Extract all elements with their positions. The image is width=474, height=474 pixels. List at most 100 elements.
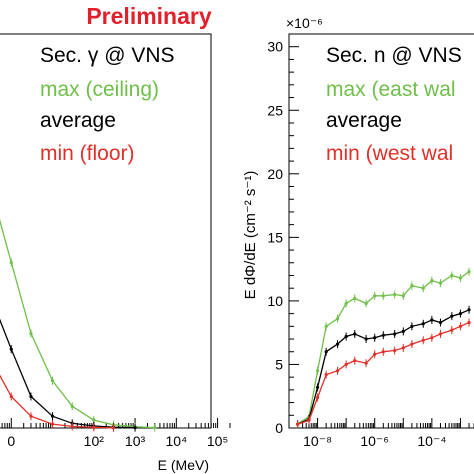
right-data-point: [467, 320, 471, 325]
neutron-spectrum-panel: 0 5 10 15 20 25 30 10⁻⁸ 10⁻⁶ 10⁻⁴ ×10⁻⁶ E dΦ/dE …: [242, 15, 474, 449]
right-data-point: [373, 352, 377, 356]
right-data-point: [344, 334, 348, 339]
left-series: [0, 218, 157, 432]
right-data-point: [364, 337, 368, 341]
right-data-point: [296, 422, 300, 426]
preliminary-banner: Preliminary: [86, 3, 211, 29]
left-series-line-average: [0, 318, 136, 429]
right-y-tick-label: 10: [267, 293, 283, 309]
right-data-point: [364, 301, 368, 306]
left-data-point: [111, 426, 116, 430]
left-data-point: [92, 425, 96, 430]
right-data-point: [438, 320, 443, 325]
left-legend-min: min (floor): [40, 142, 135, 165]
right-data-point: [335, 342, 340, 346]
right-x-ticks: 10⁻⁸ 10⁻⁶ 10⁻⁴: [288, 418, 474, 449]
right-data-point: [458, 324, 463, 328]
right-data-point: [335, 369, 340, 373]
right-data-point: [458, 312, 463, 316]
right-data-point: [307, 418, 311, 422]
right-data-point: [344, 362, 348, 367]
left-x-ticks: 0 10² 10³ 10⁴ 10⁵: [1, 418, 231, 449]
left-data-point: [133, 426, 137, 430]
right-data-point: [324, 350, 328, 354]
left-series-line-max: [0, 218, 155, 429]
right-data-point: [381, 350, 385, 354]
right-x-tick-label: 10⁻⁶: [360, 433, 389, 449]
right-x-tick-label: 10⁻⁴: [417, 433, 446, 449]
y-multiplier-label: ×10⁻⁶: [286, 15, 323, 31]
right-data-point: [393, 332, 397, 336]
right-series-line-average: [297, 309, 470, 425]
right-data-point: [335, 317, 340, 321]
left-data-point: [9, 394, 13, 399]
right-data-point: [430, 278, 434, 283]
right-data-point: [421, 338, 425, 342]
right-data-point: [430, 336, 434, 340]
left-data-point: [9, 260, 13, 265]
right-data-point: [450, 273, 454, 278]
right-data-point: [353, 296, 357, 300]
left-data-point: [9, 347, 13, 351]
right-legend-average: average: [326, 109, 402, 132]
right-x-tick-label: 10⁻⁸: [303, 433, 332, 449]
right-data-point: [315, 385, 320, 389]
right-data-point: [401, 294, 405, 298]
right-y-tick-label: 15: [267, 229, 283, 245]
left-x-tick-label: 10³: [125, 433, 146, 449]
right-plot-frame: [288, 33, 474, 429]
right-data-point: [458, 276, 463, 280]
left-x-axis-label: E (MeV): [158, 457, 209, 473]
left-x-tick-label: 10²: [84, 433, 105, 449]
right-legend-title: Sec. n @ VNS: [326, 44, 462, 67]
right-data-point: [344, 301, 348, 306]
right-data-point: [450, 314, 454, 318]
right-data-point: [421, 286, 425, 290]
left-data-point: [50, 422, 55, 426]
right-data-point: [467, 270, 471, 274]
right-data-point: [401, 329, 405, 334]
right-data-point: [410, 342, 414, 346]
left-data-point: [29, 394, 33, 399]
right-data-point: [438, 332, 443, 336]
right-data-point: [353, 359, 357, 363]
left-data-point: [70, 424, 74, 429]
right-legend: Sec. n @ VNS max (east wal average min (…: [326, 44, 462, 165]
right-data-point: [450, 328, 454, 332]
right-data-point: [438, 281, 443, 285]
right-y-tick-label: 30: [267, 39, 283, 55]
left-data-point: [29, 414, 33, 418]
right-data-point: [430, 318, 434, 322]
right-y-ticks: 0 5 10 15 20 25 30: [267, 33, 299, 436]
right-data-point: [353, 332, 357, 336]
right-data-point: [324, 373, 328, 377]
right-data-point: [381, 333, 385, 337]
right-data-point: [401, 346, 405, 350]
right-data-point: [410, 284, 414, 288]
left-data-point: [29, 331, 33, 336]
right-data-point: [393, 348, 397, 353]
right-data-point: [393, 292, 397, 297]
right-data-point: [381, 294, 385, 298]
right-y-tick-label: 0: [275, 420, 283, 436]
right-y-tick-label: 20: [267, 166, 283, 182]
left-data-point: [70, 404, 74, 408]
left-x-tick-label: 0: [7, 433, 15, 449]
left-legend-max: max (ceiling): [40, 78, 159, 101]
right-legend-min: min (west wal: [326, 142, 453, 165]
right-y-axis-label: E dΦ/dE (cm⁻² s⁻¹): [242, 171, 259, 300]
left-data-point: [50, 414, 55, 418]
right-y-tick-label: 5: [275, 356, 283, 372]
left-data-point: [92, 418, 96, 422]
left-legend-average: average: [40, 109, 116, 132]
left-legend: Sec. γ @ VNS max (ceiling) average min (…: [40, 44, 175, 165]
left-data-point: [153, 426, 157, 430]
right-data-point: [410, 324, 414, 328]
right-data-point: [373, 336, 377, 340]
left-legend-title: Sec. γ @ VNS: [40, 44, 175, 67]
right-data-point: [421, 322, 425, 326]
right-data-point: [315, 369, 320, 373]
right-data-point: [364, 361, 368, 365]
right-data-point: [373, 294, 377, 298]
